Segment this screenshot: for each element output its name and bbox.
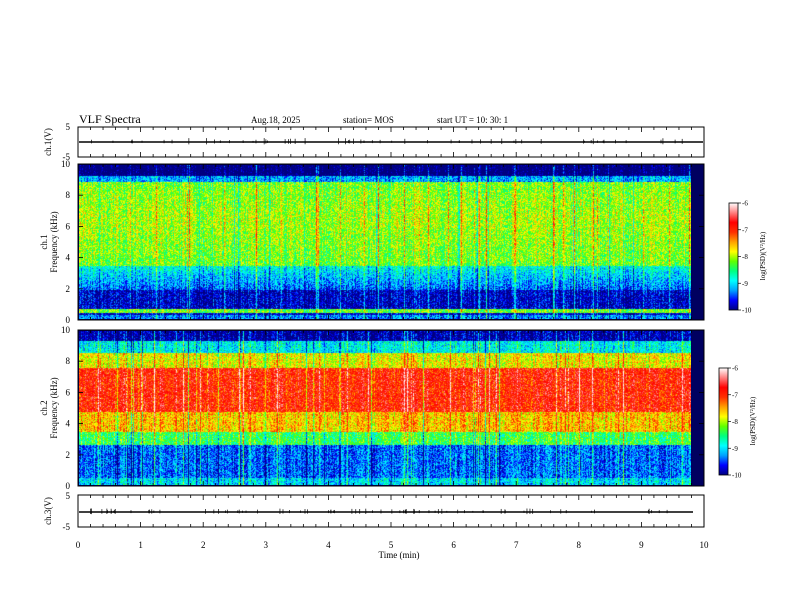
ch2-spectrogram-yticks: 0 2 4 6 8 10 [61, 325, 704, 491]
x-tick-label: 4 [326, 540, 331, 550]
ch3-waveform-ylabel: ch.3(V) [43, 497, 53, 525]
x-axis-label: Time (min) [379, 550, 420, 560]
ch1-waveform-panel: 5 -5 ch.1(V) [43, 122, 705, 162]
ch1-ytick-top: 5 [66, 122, 71, 132]
ch1-colorbar-tick-label: -10 [742, 307, 752, 315]
ch1-spectrogram-yticks: 0 2 4 6 8 10 [61, 159, 704, 325]
x-tick-label: 5 [389, 540, 394, 550]
ch2-spectrogram-panel: 0 2 4 6 8 10 ch.2 Frequency (kHz) [39, 325, 705, 491]
date-label: Aug.18, 2025 [251, 115, 301, 125]
ch3-waveform-spikes [90, 508, 668, 515]
ch2-colorbar-tick-label: -6 [732, 365, 738, 373]
ch1-ytick-bottom: -5 [63, 152, 71, 162]
x-tick-label: 7 [514, 540, 519, 550]
ch1-spectrogram-ticks [77, 164, 705, 320]
ch2-spectrogram-image [79, 331, 691, 485]
ch2-spectrogram-ytick-label: 10 [61, 325, 71, 335]
ch3-waveform-ticks [77, 495, 705, 527]
ch2-spectrogram-ytick-label: 4 [66, 419, 71, 429]
x-tick-label: 10 [700, 540, 710, 550]
ch2-colorbar-tick-label: -8 [732, 418, 738, 426]
ch2-spectrogram-ticks [77, 330, 705, 486]
x-axis-tick-labels: 0 1 2 3 4 5 6 7 8 9 10 [76, 540, 709, 550]
ch1-colorbar-tick-label: -6 [742, 200, 748, 208]
ch1-colorbar-tick-label: -9 [742, 280, 748, 288]
ch1-waveform-ylabel: ch.1(V) [43, 128, 53, 156]
ch3-ytick-bottom: -5 [63, 522, 71, 532]
ch2-spectrogram-ylabel-frequency: Frequency (kHz) [49, 377, 59, 438]
x-tick-label: 9 [639, 540, 644, 550]
x-tick-label: 3 [264, 540, 269, 550]
ch1-waveform-ticks [77, 127, 705, 157]
ch2-colorbar-tick-label: -7 [732, 391, 738, 399]
ch1-spectrogram-ytick-label: 4 [66, 253, 71, 263]
ch3-ytick-top: 5 [66, 491, 71, 501]
ch1-colorbar-tick-label: -8 [742, 253, 748, 261]
ch2-spectrogram-ytick-label: 2 [66, 450, 71, 460]
ch2-spectrogram-ytick-label: 8 [66, 356, 71, 366]
ch2-colorbar-gradient [718, 367, 729, 476]
ch2-spectrogram-ytick-label: 6 [66, 387, 71, 397]
x-tick-label: 0 [76, 540, 81, 550]
ch1-spectrogram-ylabel-frequency: Frequency (kHz) [49, 211, 59, 272]
ch1-spectrogram-image [79, 165, 691, 319]
ch3-waveform-panel: 5 -5 ch.3(V) [43, 491, 705, 532]
ch1-spectrogram-ytick-label: 2 [66, 284, 71, 294]
x-tick-label: 2 [201, 540, 206, 550]
x-tick-label: 1 [138, 540, 143, 550]
station-label: station= MOS [343, 115, 394, 125]
ch1-colorbar-gradient [728, 202, 739, 311]
ch2-colorbar-ticks: -6 -7 -8 -9 -10 [728, 365, 742, 480]
x-tick-label: 8 [577, 540, 582, 550]
ch1-spectrogram-ylabel-channel: ch.1 [39, 234, 49, 249]
figure-title: VLF Spectra [79, 112, 141, 126]
ch1-spectrogram-ytick-label: 10 [61, 159, 71, 169]
ch2-colorbar-tick-label: -9 [732, 445, 738, 453]
ch1-spectrogram-ytick-label: 6 [66, 221, 71, 231]
ch1-waveform-spikes [91, 138, 683, 145]
ch2-spectrogram-ylabel-channel: ch.2 [39, 400, 49, 415]
ch2-colorbar-tick-label: -10 [732, 472, 742, 480]
ch1-colorbar: -6 -7 -8 -9 -10 log(PSD)(V²/Hz) [728, 200, 767, 315]
x-tick-label: 6 [451, 540, 456, 550]
ch1-spectrogram-ytick-label: 8 [66, 190, 71, 200]
ch2-spectrogram-ytick-label: 0 [66, 481, 71, 491]
ch2-colorbar: -6 -7 -8 -9 -10 log(PSD)(V²/Hz) [718, 365, 757, 480]
ch1-colorbar-label: log(PSD)(V²/Hz) [759, 231, 767, 280]
ch1-spectrogram-ytick-label: 0 [66, 315, 71, 325]
start-ut-label: start UT = 10: 30: 1 [437, 115, 508, 125]
ch1-colorbar-tick-label: -7 [742, 226, 748, 234]
ch1-colorbar-ticks: -6 -7 -8 -9 -10 [738, 200, 752, 315]
ch1-spectrogram-panel: 0 2 4 6 8 10 ch.1 Frequency (kHz) [39, 159, 705, 325]
ch2-colorbar-label: log(PSD)(V²/Hz) [749, 396, 757, 445]
